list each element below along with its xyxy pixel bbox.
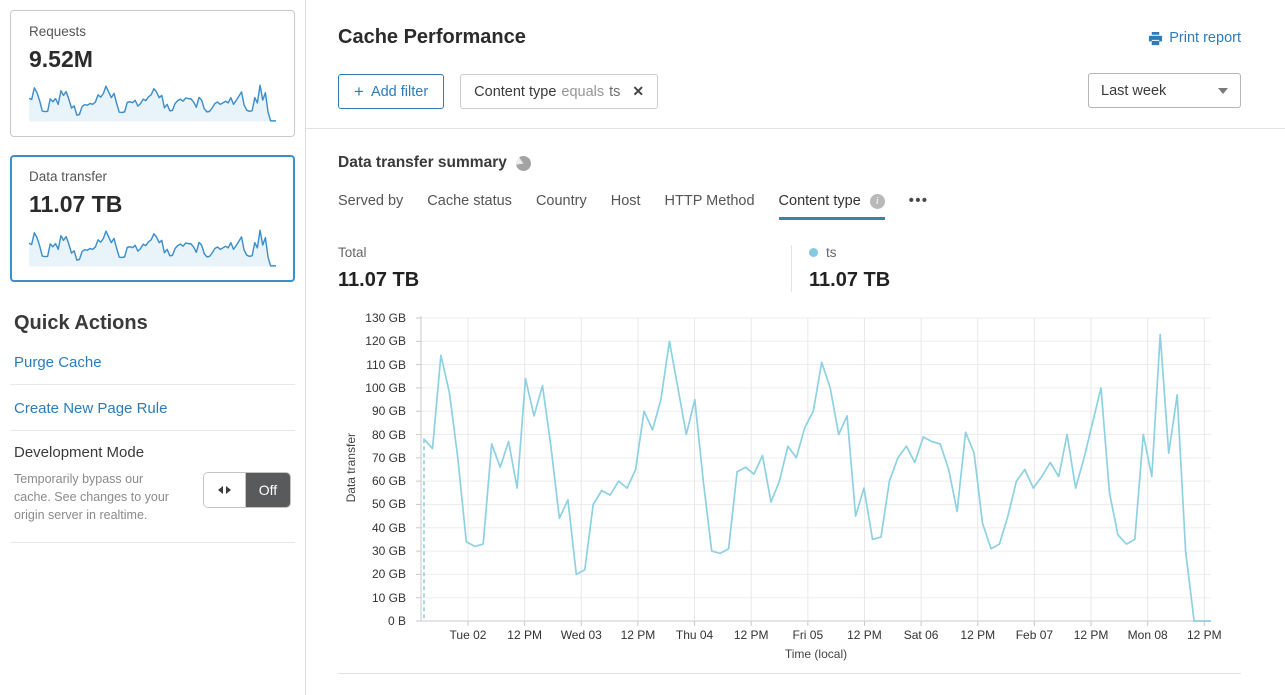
x-axis-title: Time (local) xyxy=(784,647,848,661)
y-tick-label: 50 GB xyxy=(371,497,406,512)
y-tick-label: 10 GB xyxy=(371,590,406,605)
x-tick-label: Wed 03 xyxy=(560,628,602,642)
y-tick-label: 60 GB xyxy=(371,474,406,489)
total-label: Total xyxy=(338,245,367,260)
y-tick-label: 120 GB xyxy=(365,334,406,349)
x-tick-label: Tue 02 xyxy=(449,628,487,642)
data-transfer-summary-section: Data transfer summary Served by Cache sta… xyxy=(306,129,1285,674)
chevron-down-icon xyxy=(1218,87,1228,94)
printer-icon xyxy=(1149,31,1163,45)
section-bottom-divider xyxy=(338,673,1241,674)
x-tick-label: 12 PM xyxy=(960,628,996,642)
filter-chip-value: ts xyxy=(609,83,621,100)
tab-content-type[interactable]: Content type i xyxy=(778,193,885,220)
requests-card-label: Requests xyxy=(29,24,87,39)
x-tick-label: 12 PM xyxy=(1186,628,1222,642)
x-tick-label: Sat 06 xyxy=(903,628,939,642)
toggle-off-label: Off xyxy=(246,473,290,507)
summary-tabs: Served by Cache status Country Host HTTP Met… xyxy=(338,193,1241,220)
page-title: Cache Performance xyxy=(338,26,526,48)
development-mode-section: Development Mode Temporarily bypass our … xyxy=(10,431,295,544)
requests-card[interactable]: Requests 9.52M xyxy=(10,10,295,137)
add-filter-label: Add filter xyxy=(370,83,429,100)
purge-cache-link[interactable]: Purge Cache xyxy=(10,339,295,385)
header-divider xyxy=(306,128,1285,129)
requests-card-value: 9.52M xyxy=(29,46,93,72)
filter-chip-operator: equals xyxy=(561,83,605,100)
tab-host[interactable]: Host xyxy=(610,193,641,209)
x-tick-label: Feb 07 xyxy=(1015,628,1054,642)
more-tabs-button[interactable]: ••• xyxy=(908,193,929,209)
y-tick-label: 40 GB xyxy=(371,520,406,535)
legend-value-ts: 11.07 TB xyxy=(809,269,891,291)
data-transfer-card-value: 11.07 TB xyxy=(29,191,123,217)
print-report-label: Print report xyxy=(1169,30,1241,46)
development-mode-toggle[interactable]: Off xyxy=(203,472,291,508)
x-tick-label: 12 PM xyxy=(620,628,656,642)
plus-icon: + xyxy=(354,82,364,101)
x-tick-label: 12 PM xyxy=(1073,628,1109,642)
y-tick-label: 90 GB xyxy=(371,404,406,419)
main-panel: Cache Performance Print report + Add fil… xyxy=(306,0,1285,695)
y-tick-label: 0 B xyxy=(387,614,406,628)
x-axis-tick-labels: Tue 02 12 PM Wed 03 12 PM Thu 04 12 PM Fri 05 1… xyxy=(421,628,1222,644)
y-tick-label: 130 GB xyxy=(365,311,406,325)
y-tick-label: 30 GB xyxy=(371,544,406,559)
x-tick-label: Mon 08 xyxy=(1127,628,1168,642)
x-tick-label: 12 PM xyxy=(733,628,769,642)
tab-http-method[interactable]: HTTP Method xyxy=(664,193,755,209)
y-tick-label: 80 GB xyxy=(371,427,406,442)
data-transfer-chart: Data transfer 130 GB 120 GB 110 GB 100 GB 90… xyxy=(338,311,1241,667)
data-transfer-sparkline-chart xyxy=(29,229,276,267)
total-value: 11.07 TB xyxy=(338,269,420,291)
y-axis-tick-labels: 130 GB 120 GB 110 GB 100 GB 90 GB 80 GB 70 GB 6… xyxy=(338,311,406,628)
y-tick-label: 110 GB xyxy=(366,357,406,372)
time-range-select[interactable]: Last week xyxy=(1088,73,1241,108)
y-tick-label: 20 GB xyxy=(371,567,406,582)
legend-dot-ts xyxy=(809,248,818,257)
summary-title: Data transfer summary xyxy=(338,154,507,171)
time-range-value: Last week xyxy=(1101,82,1167,99)
tab-served-by[interactable]: Served by xyxy=(338,193,404,209)
print-report-link[interactable]: Print report xyxy=(1148,30,1241,46)
total-stat-block: Total 11.07 TB xyxy=(338,245,791,292)
x-tick-label: 12 PM xyxy=(847,628,882,642)
data-transfer-card-label: Data transfer xyxy=(29,169,108,184)
info-icon[interactable]: i xyxy=(869,193,885,209)
toggle-arrows-icon xyxy=(204,473,246,507)
series-stat-block: ts 11.07 TB xyxy=(791,245,890,292)
y-tick-label: 100 GB xyxy=(365,380,406,395)
add-filter-button[interactable]: + Add filter xyxy=(338,74,445,109)
create-page-rule-link[interactable]: Create New Page Rule xyxy=(10,385,295,431)
x-tick-label: 12 PM xyxy=(507,628,542,642)
development-mode-description: Temporarily bypass our cache. See change… xyxy=(14,472,169,523)
filter-chip-field: Content type xyxy=(474,83,557,100)
y-tick-label: 70 GB xyxy=(371,450,406,465)
development-mode-title: Development Mode xyxy=(14,444,145,461)
quick-actions-title: Quick Actions xyxy=(14,312,148,334)
sidebar: Requests 9.52M Data transfer 11.07 TB Qu… xyxy=(0,0,306,695)
pie-chart-icon xyxy=(514,154,533,172)
transfer-chart-svg xyxy=(416,316,1211,626)
legend-name-ts: ts xyxy=(826,245,837,260)
x-tick-label: Fri 05 xyxy=(792,628,824,642)
requests-sparkline-chart xyxy=(29,84,276,122)
filter-chip-content-type: Content type equals ts ✕ xyxy=(460,74,659,109)
filter-chip-close-icon[interactable]: ✕ xyxy=(632,83,645,99)
tab-cache-status[interactable]: Cache status xyxy=(427,193,512,209)
data-transfer-card[interactable]: Data transfer 11.07 TB xyxy=(10,155,295,282)
tab-country[interactable]: Country xyxy=(535,193,587,209)
x-tick-label: Thu 04 xyxy=(675,628,714,642)
